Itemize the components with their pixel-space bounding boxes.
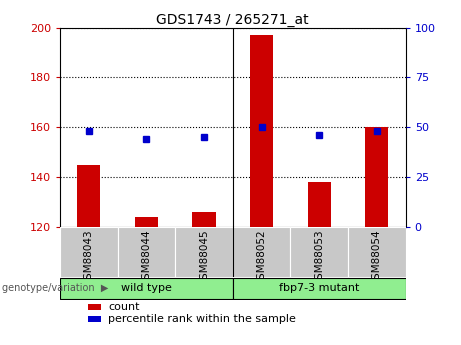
Text: GSM88054: GSM88054 [372,229,382,286]
Title: GDS1743 / 265271_at: GDS1743 / 265271_at [156,12,309,27]
Bar [250,35,273,227]
Bar [135,217,158,227]
Text: genotype/variation  ▶: genotype/variation ▶ [2,284,109,294]
Text: GSM88043: GSM88043 [84,229,94,286]
Text: GSM88045: GSM88045 [199,229,209,286]
Text: GSM88052: GSM88052 [257,229,266,286]
Bar [77,165,100,227]
Bar [60,227,118,276]
Bar [365,127,388,227]
Bar [175,227,233,276]
Text: GSM88044: GSM88044 [142,229,151,286]
Text: fbp7-3 mutant: fbp7-3 mutant [279,284,360,294]
Bar [193,212,216,227]
Text: count: count [108,302,140,312]
Bar [233,227,290,276]
Bar [88,316,101,322]
Bar [290,227,348,276]
Text: wild type: wild type [121,284,172,294]
Bar [88,304,101,310]
Bar [233,278,406,299]
Bar [118,227,175,276]
Text: percentile rank within the sample: percentile rank within the sample [108,314,296,324]
Text: GSM88053: GSM88053 [314,229,324,286]
Bar [348,227,406,276]
Bar [308,182,331,227]
Bar [60,278,233,299]
